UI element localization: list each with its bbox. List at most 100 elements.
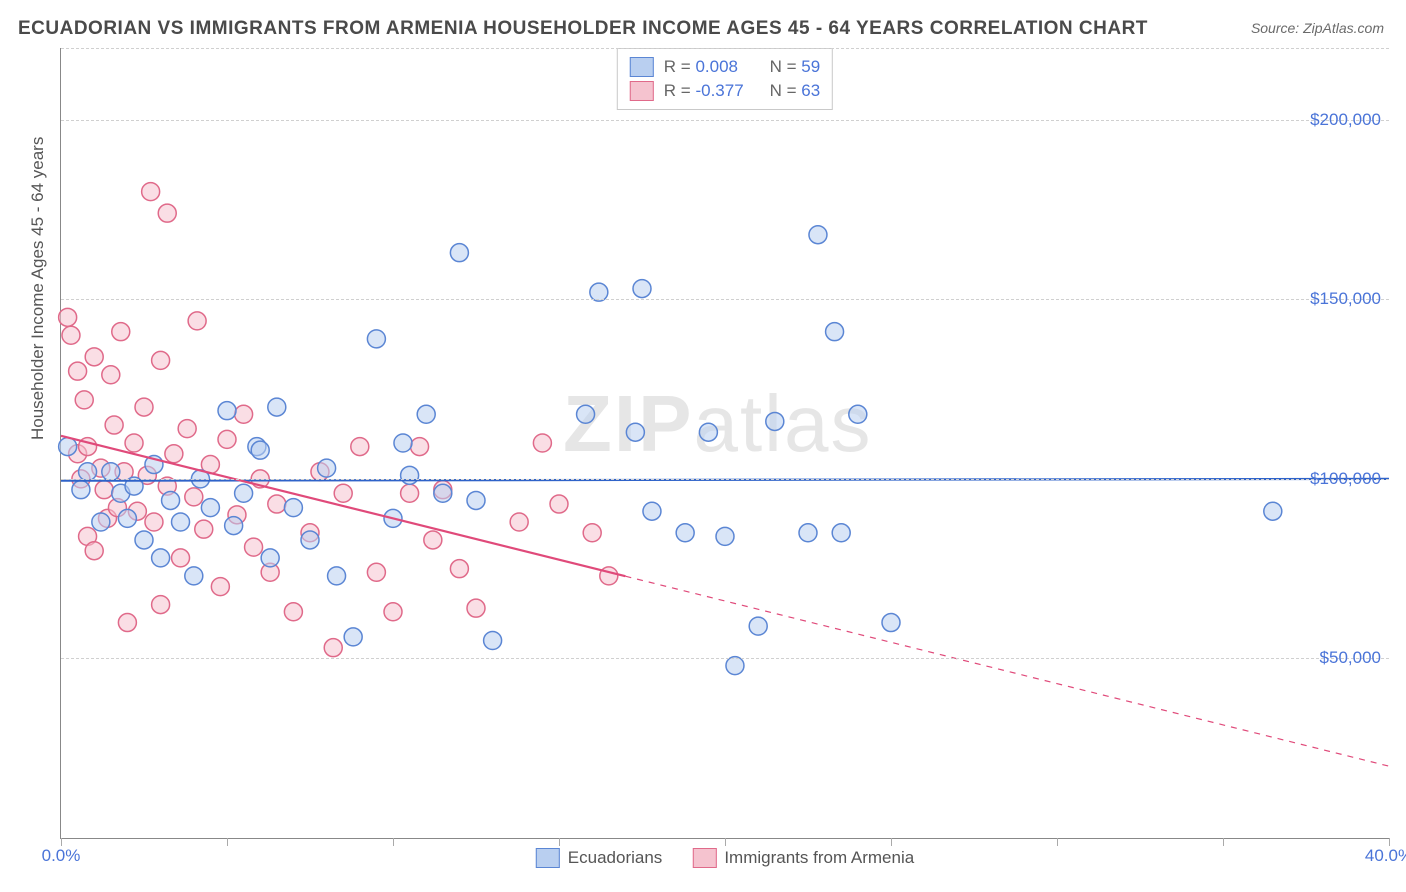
- data-point: [268, 398, 286, 416]
- data-point: [334, 484, 352, 502]
- data-point: [577, 405, 595, 423]
- data-point: [105, 416, 123, 434]
- data-point: [235, 405, 253, 423]
- data-point: [600, 567, 618, 585]
- data-point: [424, 531, 442, 549]
- x-tick-label: 0.0%: [42, 846, 81, 866]
- data-point: [95, 481, 113, 499]
- data-point: [583, 524, 601, 542]
- trend-line: [61, 436, 625, 576]
- y-tick-label: $100,000: [1310, 469, 1381, 489]
- data-point: [125, 434, 143, 452]
- data-point: [799, 524, 817, 542]
- data-point: [643, 502, 661, 520]
- data-point: [172, 549, 190, 567]
- data-point: [218, 430, 236, 448]
- data-point: [138, 466, 156, 484]
- data-point: [92, 459, 110, 477]
- gridline: [61, 299, 1389, 300]
- data-point: [367, 563, 385, 581]
- gridline: [61, 48, 1389, 49]
- x-tick: [559, 838, 560, 846]
- data-point: [112, 323, 130, 341]
- data-point: [225, 517, 243, 535]
- data-point: [135, 531, 153, 549]
- data-point: [367, 330, 385, 348]
- svg-layer: [61, 48, 1389, 838]
- data-point: [417, 405, 435, 423]
- data-point: [218, 402, 236, 420]
- data-point: [351, 438, 369, 456]
- data-point: [92, 513, 110, 531]
- y-tick-label: $50,000: [1320, 648, 1381, 668]
- data-point: [145, 456, 163, 474]
- data-point: [882, 614, 900, 632]
- legend-swatch: [692, 848, 716, 868]
- data-point: [128, 502, 146, 520]
- data-point: [62, 326, 80, 344]
- data-point: [152, 596, 170, 614]
- data-point: [1264, 502, 1282, 520]
- data-point: [533, 434, 551, 452]
- data-point: [318, 459, 336, 477]
- data-point: [328, 567, 346, 585]
- data-point: [165, 445, 183, 463]
- x-tick: [61, 838, 62, 846]
- legend-swatch: [536, 848, 560, 868]
- x-tick: [1389, 838, 1390, 846]
- data-point: [832, 524, 850, 542]
- legend-stats: R = -0.377 N = 63: [664, 79, 820, 103]
- x-tick: [1223, 838, 1224, 846]
- data-point: [79, 438, 97, 456]
- y-tick-label: $150,000: [1310, 289, 1381, 309]
- data-point: [467, 599, 485, 617]
- data-point: [59, 308, 77, 326]
- data-point: [284, 603, 302, 621]
- data-point: [118, 614, 136, 632]
- data-point: [384, 603, 402, 621]
- data-point: [85, 348, 103, 366]
- data-point: [112, 484, 130, 502]
- data-point: [228, 506, 246, 524]
- source-label: Source: ZipAtlas.com: [1251, 20, 1384, 36]
- x-tick: [725, 838, 726, 846]
- gridline: [61, 479, 1389, 480]
- data-point: [401, 484, 419, 502]
- data-point: [195, 520, 213, 538]
- data-point: [59, 438, 77, 456]
- data-point: [245, 538, 263, 556]
- data-point: [152, 549, 170, 567]
- data-point: [188, 312, 206, 330]
- data-point: [550, 495, 568, 513]
- data-point: [394, 434, 412, 452]
- data-point: [301, 524, 319, 542]
- x-tick: [891, 838, 892, 846]
- data-point: [108, 499, 126, 517]
- data-point: [324, 639, 342, 657]
- data-point: [450, 244, 468, 262]
- legend-label: Ecuadorians: [568, 848, 663, 868]
- data-point: [98, 509, 116, 527]
- data-point: [201, 499, 219, 517]
- data-point: [434, 481, 452, 499]
- data-point: [235, 484, 253, 502]
- data-point: [261, 549, 279, 567]
- data-point: [211, 578, 229, 596]
- x-tick-label: 40.0%: [1365, 846, 1406, 866]
- gridline: [61, 658, 1389, 659]
- y-axis-title: Householder Income Ages 45 - 64 years: [28, 137, 48, 440]
- data-point: [434, 484, 452, 502]
- data-point: [301, 531, 319, 549]
- plot-area: ZIPatlas R = 0.008 N = 59R = -0.377 N = …: [60, 48, 1389, 839]
- data-point: [484, 632, 502, 650]
- data-point: [69, 445, 87, 463]
- data-point: [135, 398, 153, 416]
- data-point: [152, 351, 170, 369]
- legend-item: Ecuadorians: [536, 848, 663, 868]
- data-point: [626, 423, 644, 441]
- legend-label: Immigrants from Armenia: [724, 848, 914, 868]
- chart-title: ECUADORIAN VS IMMIGRANTS FROM ARMENIA HO…: [18, 18, 1388, 40]
- data-point: [85, 542, 103, 560]
- legend-correlation: R = 0.008 N = 59R = -0.377 N = 63: [617, 48, 833, 110]
- watermark-light: atlas: [693, 379, 872, 468]
